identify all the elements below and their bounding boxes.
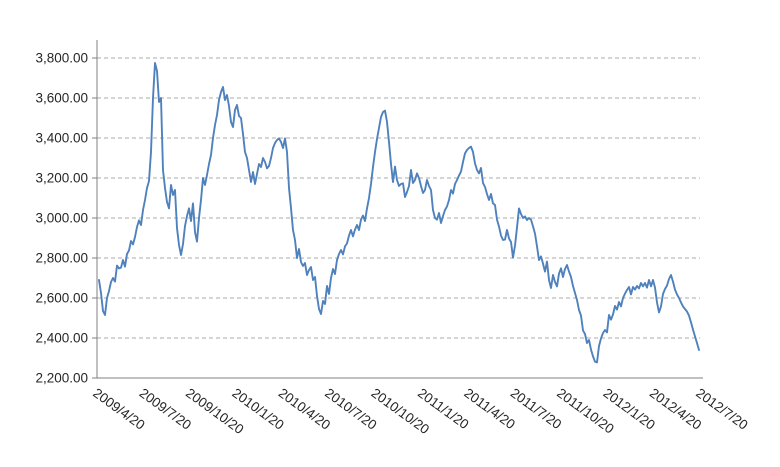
y-axis-label: 2,200.00 (35, 371, 88, 386)
y-axis-label: 3,000.00 (35, 211, 88, 226)
x-axis-label: 2012/4/20 (647, 385, 704, 432)
y-axis-label: 3,400.00 (35, 131, 88, 146)
y-axis-label: 2,800.00 (35, 251, 88, 266)
x-axis-label: 2010/4/20 (276, 385, 333, 432)
x-axis-label: 2009/4/20 (90, 385, 147, 432)
x-axis-label: 2011/7/20 (508, 385, 565, 432)
y-axis-label: 2,600.00 (35, 291, 88, 306)
y-axis-label: 2,400.00 (35, 331, 88, 346)
x-axis-label: 2009/7/20 (137, 385, 194, 432)
y-axis-label: 3,800.00 (35, 51, 88, 66)
y-axis-label: 3,600.00 (35, 91, 88, 106)
y-axis-label: 3,200.00 (35, 171, 88, 186)
series-line (98, 62, 700, 364)
x-axis-label: 2012/7/20 (693, 385, 750, 432)
x-axis-label: 2011/4/20 (461, 385, 518, 432)
x-axis-label: 2010/7/20 (322, 385, 379, 432)
